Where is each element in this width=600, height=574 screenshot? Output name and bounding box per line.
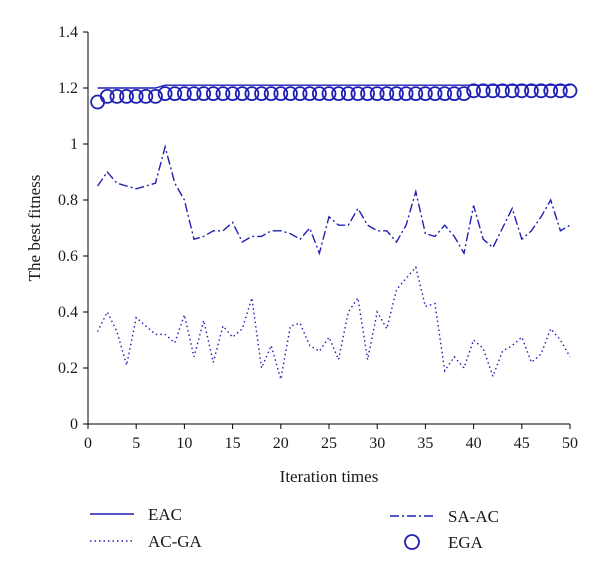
legend-item-sa-ac: SA-AC xyxy=(390,507,499,526)
data-point-ega xyxy=(234,86,250,101)
y-tick-label: 0.2 xyxy=(58,360,78,377)
data-point-ega xyxy=(109,89,125,104)
data-point-ega xyxy=(514,83,530,99)
data-point-ega xyxy=(99,89,115,104)
data-point-ega xyxy=(350,86,366,101)
data-point-ega xyxy=(205,86,221,101)
data-point-ega xyxy=(331,86,347,101)
y-tick-label: 0 xyxy=(70,416,78,433)
data-point-ega xyxy=(157,86,173,101)
y-tick-label: 1.4 xyxy=(58,24,78,41)
data-point-ega xyxy=(543,83,559,99)
data-point-ega xyxy=(196,86,212,101)
data-point-ega xyxy=(254,86,269,101)
data-point-ega xyxy=(408,86,424,101)
legend-label-ac-ga: AC-GA xyxy=(148,532,203,551)
x-tick-label: 5 xyxy=(132,435,140,452)
y-tick-label: 1 xyxy=(70,136,78,153)
x-tick-label: 35 xyxy=(417,435,433,452)
legend-label-sa-ac: SA-AC xyxy=(448,507,499,526)
data-point-ega xyxy=(360,86,375,101)
data-point-ega xyxy=(475,83,491,99)
data-point-ega xyxy=(302,86,318,101)
data-point-ega xyxy=(138,89,154,104)
y-tick-label: 0.4 xyxy=(58,304,78,321)
data-point-ega xyxy=(533,83,549,99)
series-lines xyxy=(90,83,578,380)
x-axis-label: Iteration times xyxy=(280,467,379,486)
series-line-sa-ac xyxy=(97,144,571,256)
legend-item-ac-ga: AC-GA xyxy=(90,532,203,551)
data-point-ega xyxy=(524,83,539,99)
data-point-ega xyxy=(167,86,183,101)
axes xyxy=(83,31,571,429)
data-point-ega xyxy=(273,86,289,101)
data-point-ega xyxy=(485,83,501,99)
legend-marker-ega xyxy=(404,534,420,550)
x-tick-label: 30 xyxy=(369,435,385,452)
legend-label-eac: EAC xyxy=(148,505,182,524)
y-tick-label: 1.2 xyxy=(58,80,78,97)
x-tick-label: 45 xyxy=(514,435,530,452)
x-tick-label: 25 xyxy=(321,435,337,452)
data-point-ega xyxy=(456,86,472,101)
data-point-ega xyxy=(292,86,308,101)
x-tick-label: 10 xyxy=(176,435,192,452)
x-tick-label: 40 xyxy=(466,435,482,452)
data-point-ega xyxy=(437,86,453,101)
data-point-ega xyxy=(244,86,260,101)
tick-labels: 0 0.2 0.4 0.6 0.8 1 1.2 1.4 0 5 10 15 20 25 30 35 40 45 50 xyxy=(58,24,578,452)
data-point-ega xyxy=(446,86,462,101)
data-point-ega xyxy=(128,89,144,104)
y-tick-label: 0.6 xyxy=(58,248,78,265)
data-point-ega xyxy=(466,83,482,99)
series-ega xyxy=(90,83,578,110)
data-point-ega xyxy=(340,86,356,101)
legend-item-ega: EGA xyxy=(404,533,484,552)
x-tick-label: 15 xyxy=(225,435,241,452)
data-point-ega xyxy=(119,89,134,104)
data-point-ega xyxy=(379,86,395,101)
x-tick-label: 20 xyxy=(273,435,289,452)
data-point-ega xyxy=(263,86,279,101)
data-point-ega xyxy=(369,86,385,101)
data-point-ega xyxy=(552,83,568,99)
legend: EAC AC-GA SA-AC EGA xyxy=(90,505,499,552)
x-tick-label: 50 xyxy=(562,435,578,452)
y-tick-label: 0.8 xyxy=(58,192,78,209)
data-point-ega xyxy=(389,86,404,101)
data-point-ega xyxy=(495,83,510,99)
data-point-ega xyxy=(562,83,578,99)
data-point-ega xyxy=(225,86,241,101)
data-point-ega xyxy=(311,86,327,101)
data-point-ega xyxy=(186,86,202,101)
data-point-ega xyxy=(427,86,443,101)
legend-item-eac: EAC xyxy=(90,505,182,524)
data-point-ega xyxy=(176,86,192,101)
data-point-ega xyxy=(417,86,433,101)
data-point-ega xyxy=(90,94,106,110)
legend-label-ega: EGA xyxy=(448,533,484,552)
data-point-ega xyxy=(283,86,298,101)
data-point-ega xyxy=(215,86,231,101)
data-point-ega xyxy=(148,89,163,104)
x-tick-label: 0 xyxy=(84,435,92,452)
y-axis-label: The best fitness xyxy=(25,175,44,282)
data-point-ega xyxy=(398,86,414,101)
series-line-ac-ga xyxy=(96,265,571,380)
data-point-ega xyxy=(321,86,337,101)
data-point-ega xyxy=(504,83,520,99)
